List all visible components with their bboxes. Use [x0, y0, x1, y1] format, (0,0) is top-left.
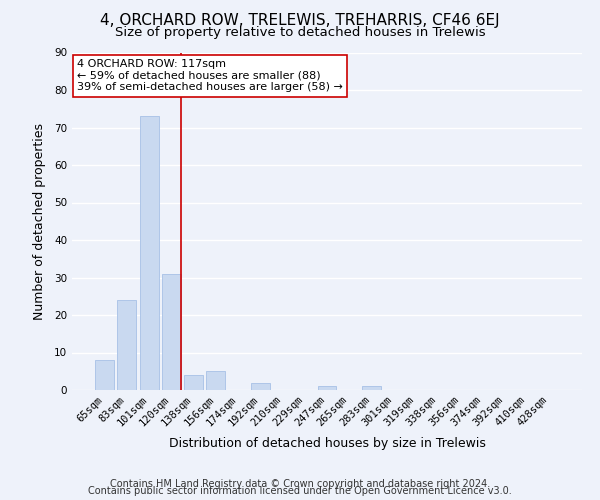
Text: Contains HM Land Registry data © Crown copyright and database right 2024.: Contains HM Land Registry data © Crown c… — [110, 479, 490, 489]
Bar — [184, 375, 203, 390]
Bar — [118, 300, 136, 390]
Text: Contains public sector information licensed under the Open Government Licence v3: Contains public sector information licen… — [88, 486, 512, 496]
Bar — [206, 371, 225, 390]
Bar — [140, 116, 158, 390]
X-axis label: Distribution of detached houses by size in Trelewis: Distribution of detached houses by size … — [169, 437, 485, 450]
Bar — [95, 360, 114, 390]
Bar — [251, 382, 270, 390]
Y-axis label: Number of detached properties: Number of detached properties — [32, 122, 46, 320]
Bar — [362, 386, 381, 390]
Text: 4, ORCHARD ROW, TRELEWIS, TREHARRIS, CF46 6EJ: 4, ORCHARD ROW, TRELEWIS, TREHARRIS, CF4… — [100, 12, 500, 28]
Bar — [317, 386, 337, 390]
Text: 4 ORCHARD ROW: 117sqm
← 59% of detached houses are smaller (88)
39% of semi-deta: 4 ORCHARD ROW: 117sqm ← 59% of detached … — [77, 59, 343, 92]
Text: Size of property relative to detached houses in Trelewis: Size of property relative to detached ho… — [115, 26, 485, 39]
Bar — [162, 274, 181, 390]
